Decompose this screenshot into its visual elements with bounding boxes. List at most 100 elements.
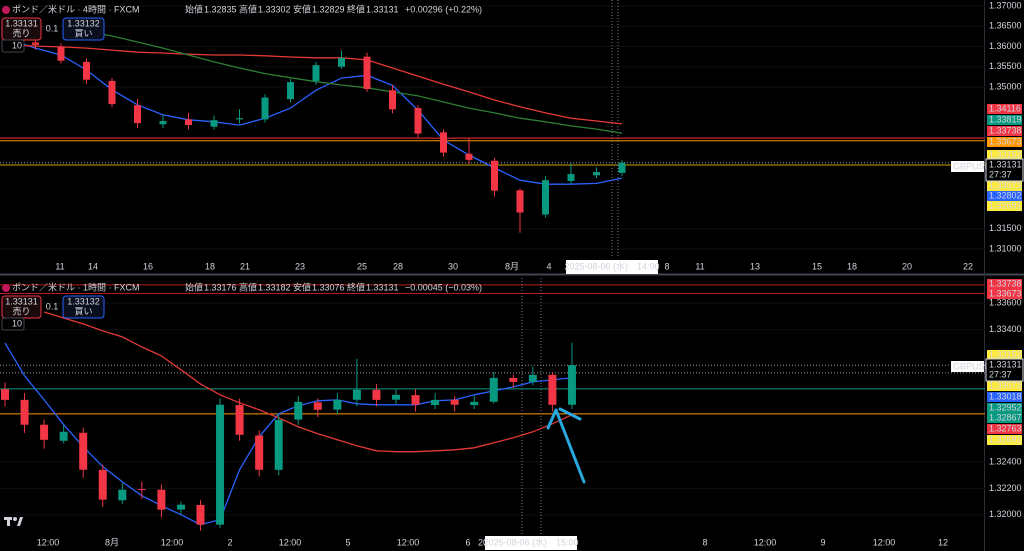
- logo-part: [17, 517, 23, 526]
- price-label: 1.32691: [989, 434, 1022, 444]
- buy-price: 1.33132: [67, 296, 100, 306]
- moving-average-line: [9, 44, 623, 125]
- candle-body: [159, 121, 167, 125]
- ohlc-value: 1.33131: [366, 4, 399, 14]
- price-tag-bg: [985, 158, 1024, 182]
- candle-body: [287, 82, 294, 100]
- x-tick-label: 8: [664, 261, 669, 271]
- price-label: 1.33073: [989, 180, 1022, 190]
- moving-average-line: [4, 342, 573, 526]
- x-tick-label: 12:00: [161, 537, 184, 547]
- x-tick-label: 6: [465, 537, 470, 547]
- price-label-bg: [987, 289, 1022, 299]
- price-label-bg: [987, 126, 1022, 136]
- candle-body: [83, 61, 90, 80]
- candle-body: [32, 42, 39, 45]
- price-label: 1.33153: [989, 149, 1022, 159]
- price-label-bg: [987, 381, 1022, 391]
- interval: 10: [12, 318, 22, 328]
- x-tick-label: 12:00: [397, 537, 420, 547]
- sell-label: 売り: [12, 305, 30, 316]
- ohlc-value: 1.33302: [258, 4, 291, 14]
- x-tick-label: 8: [702, 537, 707, 547]
- ohlc-value: 1.33182: [258, 282, 291, 292]
- candle-body: [618, 162, 626, 173]
- price-tag-bg: [985, 358, 1024, 382]
- y-tick-label: 1.32400: [989, 456, 1022, 466]
- candle-body: [210, 120, 218, 127]
- x-tick-label: 2: [227, 537, 232, 547]
- logo-part: [13, 517, 17, 521]
- candle-body: [567, 365, 576, 405]
- candle-body: [176, 504, 185, 510]
- x-tick-label: 11: [695, 261, 704, 271]
- drawn-arrow: [546, 407, 586, 484]
- countdown: 27:37: [989, 169, 1012, 179]
- candle-body: [440, 132, 447, 153]
- candle-body: [59, 431, 68, 441]
- spread: 0.1: [46, 23, 59, 33]
- candle-body: [491, 160, 498, 191]
- candle-body: [372, 389, 381, 400]
- x-tick-label: 14: [88, 261, 98, 271]
- ohlc-label: 終値: [347, 281, 365, 292]
- price-label-bg: [987, 403, 1022, 413]
- ohlc-change: +0.00296 (+0.22%): [405, 4, 482, 14]
- x-tick-label: 16: [143, 261, 153, 271]
- y-tick-label: 1.33400: [989, 324, 1022, 334]
- x-tick-label: 15: [812, 261, 822, 271]
- x-tick-label: 25: [357, 261, 367, 271]
- x-tick-label: 28: [393, 261, 403, 271]
- candle-body: [333, 399, 342, 410]
- candle-body: [465, 153, 473, 160]
- interval-box: [1, 39, 25, 53]
- candle-body: [57, 46, 65, 61]
- candle-body: [108, 80, 116, 105]
- x-tick-label: 11: [55, 261, 64, 271]
- sell-price: 1.33131: [5, 296, 38, 306]
- x-tick-label: 30: [448, 261, 458, 271]
- price-label-bg: [987, 413, 1022, 423]
- spread: 0.1: [46, 301, 59, 311]
- candle-body: [261, 97, 269, 120]
- ohlc-label: 高値: [239, 281, 257, 292]
- buy-label: 買い: [74, 306, 92, 316]
- candle-body: [79, 432, 88, 470]
- ohlc-change: −0.00045 (−0.03%): [405, 282, 482, 292]
- candle-body: [216, 404, 225, 525]
- chart-title: ポンド／米ドル · 4時間 · FXCM: [12, 3, 140, 14]
- ohlc-value: 1.33131: [366, 282, 399, 292]
- buy-price: 1.33132: [67, 18, 100, 28]
- candle-body: [196, 504, 205, 525]
- crosshair-label: 2025-08-06 (水) 15:00: [483, 536, 578, 547]
- countdown: 27:37: [989, 369, 1012, 379]
- x-tick-label: 22: [963, 261, 973, 271]
- symbol-icon: [2, 284, 10, 292]
- price-label-bg: [987, 104, 1022, 114]
- candle-body: [255, 435, 264, 470]
- candle-body: [392, 394, 400, 400]
- ohlc-value: 1.33076: [312, 282, 345, 292]
- interval-box: [1, 317, 25, 331]
- candle-body: [548, 374, 557, 405]
- price-label-bg: [987, 279, 1022, 289]
- price-tag: 1.33131: [989, 159, 1022, 169]
- y-tick-label: 1.35000: [989, 81, 1022, 91]
- x-tick-label: 21: [240, 261, 250, 271]
- candle-body: [567, 174, 575, 181]
- candle-body: [411, 395, 420, 405]
- price-label: 1.32952: [989, 402, 1022, 412]
- ohlc-value: 1.32835: [204, 4, 237, 14]
- moving-average-line: [43, 311, 573, 453]
- logo: [4, 517, 23, 526]
- y-tick-label: 1.32000: [989, 509, 1022, 519]
- arrow-shaft: [554, 408, 586, 484]
- candle-body: [542, 180, 549, 215]
- candle-body: [294, 401, 303, 420]
- x-tick-label: 9: [820, 537, 825, 547]
- y-tick-label: 1.36500: [989, 21, 1022, 31]
- price-label: 1.32802: [989, 190, 1022, 200]
- candle-body: [20, 399, 29, 425]
